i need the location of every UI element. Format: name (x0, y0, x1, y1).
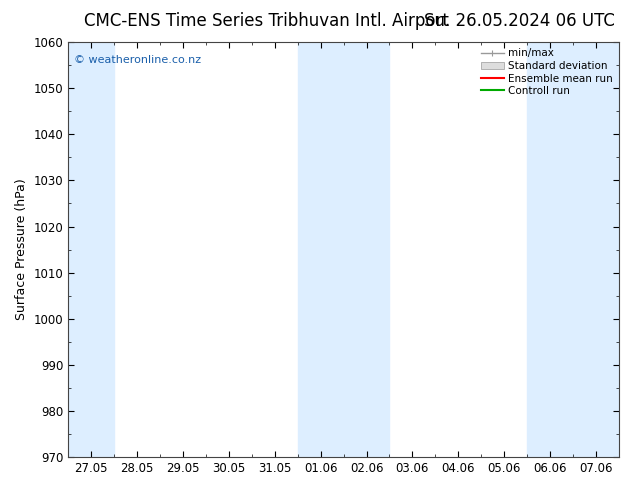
Bar (68, 42, 114, 457)
Bar (298, 42, 389, 457)
Text: CMC-ENS Time Series Tribhuvan Intl. Airport: CMC-ENS Time Series Tribhuvan Intl. Airp… (84, 12, 449, 30)
Y-axis label: Surface Pressure (hPa): Surface Pressure (hPa) (15, 179, 28, 320)
Text: Su. 26.05.2024 06 UTC: Su. 26.05.2024 06 UTC (424, 12, 616, 30)
Legend: min/max, Standard deviation, Ensemble mean run, Controll run: min/max, Standard deviation, Ensemble me… (477, 44, 617, 100)
Text: © weatheronline.co.nz: © weatheronline.co.nz (74, 54, 201, 65)
Bar (527, 42, 619, 457)
